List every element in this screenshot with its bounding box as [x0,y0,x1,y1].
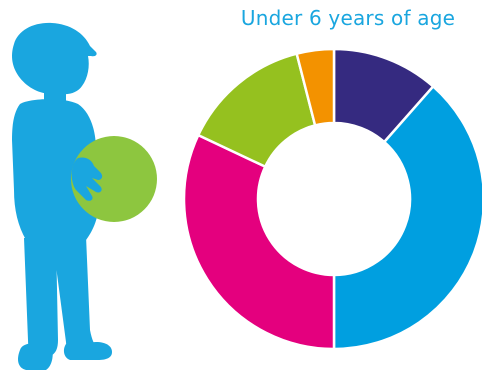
donut-slices [182,47,482,351]
donut-slice-5 [295,47,336,127]
chart-title: Under 6 years of age [240,6,456,30]
ball-icon [71,136,157,222]
child-silhouette-icon [12,22,112,370]
hand-icon [71,157,103,201]
donut-slice-3 [182,133,336,351]
donut-slice-2 [332,85,482,351]
